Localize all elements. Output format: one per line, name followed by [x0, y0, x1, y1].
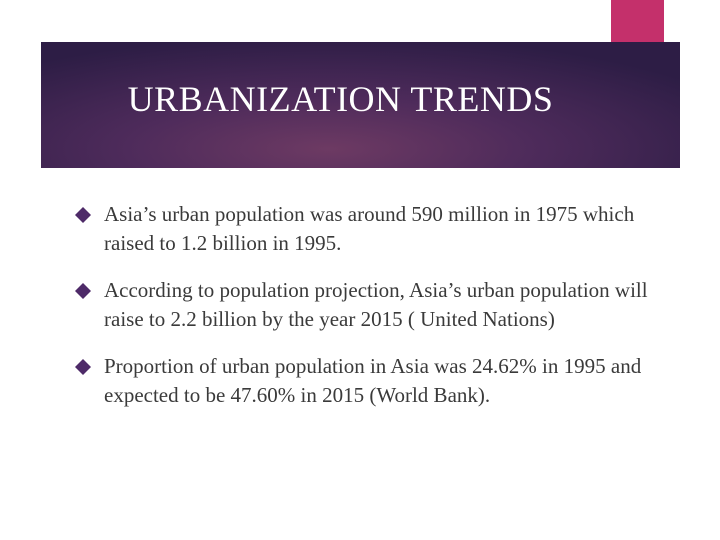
diamond-bullet-icon: [75, 359, 91, 375]
diamond-bullet-icon: [75, 207, 91, 223]
bullet-item: According to population projection, Asia…: [75, 276, 665, 334]
bullet-text: Proportion of urban population in Asia w…: [104, 354, 642, 407]
bullet-text: Asia’s urban population was around 590 m…: [104, 202, 635, 255]
diamond-bullet-icon: [75, 283, 91, 299]
title-band: [41, 42, 680, 168]
bullet-item: Proportion of urban population in Asia w…: [75, 352, 665, 410]
slide-title: URBANIZATION TRENDS: [127, 79, 554, 119]
bullet-item: Asia’s urban population was around 590 m…: [75, 200, 665, 258]
bullet-list: Asia’s urban population was around 590 m…: [75, 200, 665, 428]
bullet-text: According to population projection, Asia…: [104, 278, 648, 331]
